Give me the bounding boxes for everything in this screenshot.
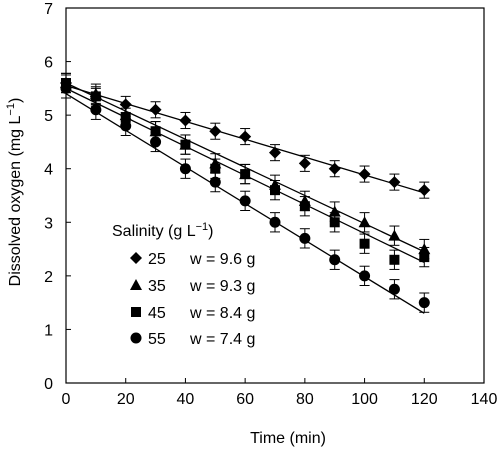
x-tick-label: 100	[351, 391, 378, 408]
data-point-55	[120, 120, 132, 132]
data-point-35	[358, 216, 371, 228]
data-point-55	[209, 176, 221, 188]
legend-title: Salinity (g L−1)	[112, 221, 213, 240]
x-tick-label: 20	[117, 391, 135, 408]
legend-title-sup: −1	[196, 221, 209, 233]
data-point-45	[210, 163, 221, 174]
x-tick-label: 40	[177, 391, 195, 408]
data-point-25	[119, 98, 132, 111]
legend-item-55: 55 w = 7.4 g	[130, 331, 255, 348]
y-tick-label: 1	[44, 322, 53, 339]
y-tick-label: 0	[44, 376, 53, 393]
data-point-55	[418, 297, 430, 309]
data-point-25	[298, 157, 311, 170]
legend-marker-circle	[130, 332, 142, 344]
legend-title-tail: )	[208, 223, 213, 240]
x-tick-label: 80	[296, 391, 314, 408]
data-point-45	[240, 169, 251, 180]
data-point-25	[358, 168, 371, 181]
y-tick-label: 2	[44, 269, 53, 286]
data-point-55	[299, 232, 311, 244]
data-point-55	[388, 283, 400, 295]
data-point-45	[359, 238, 370, 249]
data-point-55	[179, 163, 191, 175]
plot-area-border	[65, 7, 485, 384]
x-tick-label: 0	[62, 391, 71, 408]
legend-series-name: 25	[148, 251, 166, 268]
data-point-55	[60, 82, 72, 94]
y-tick-label: 6	[44, 55, 53, 72]
data-point-45	[270, 185, 280, 196]
data-point-25	[209, 125, 222, 138]
legend-marker-triangle	[130, 279, 142, 290]
x-axis-label: Time (min)	[250, 430, 326, 447]
y-tick-label: 5	[44, 108, 53, 125]
y-axis-label: Dissolved oxygen (mg L−1)	[5, 98, 24, 287]
y-tick-label: 3	[44, 215, 53, 232]
data-point-25	[269, 146, 281, 159]
legend-series-weight: w = 8.4 g	[189, 305, 255, 322]
data-point-25	[179, 114, 192, 127]
legend-title-main: Salinity (g L	[112, 223, 196, 240]
data-point-25	[388, 176, 401, 189]
y-tick-label: 7	[44, 1, 53, 18]
x-tick-label: 140	[471, 391, 498, 408]
data-point-55	[329, 254, 341, 266]
data-point-35	[418, 243, 431, 255]
legend-series-name: 35	[148, 278, 166, 295]
data-point-25	[328, 162, 341, 175]
data-point-55	[359, 270, 371, 282]
data-point-45	[180, 139, 191, 150]
legend-series-weight: w = 9.3 g	[189, 278, 255, 295]
error-bars	[61, 72, 430, 313]
legend-item-25: 25 w = 9.6 g	[130, 251, 255, 268]
data-point-55	[90, 104, 102, 116]
data-point-55	[150, 136, 162, 148]
y-axis-label-main: Dissolved oxygen (mg L	[7, 115, 24, 286]
data-point-45	[150, 126, 161, 137]
legend-marker-diamond	[130, 252, 142, 264]
data-point-55	[239, 195, 251, 207]
legend-series-weight: w = 9.6 g	[189, 251, 255, 268]
legend: 25 w = 9.6 g 35 w = 9.3 g 45 w = 8.4 g 55 w = 7…	[130, 251, 255, 348]
data-point-35	[328, 205, 341, 217]
data-point-45	[90, 91, 101, 102]
data-point-35	[388, 229, 401, 241]
x-tick-label: 120	[411, 391, 438, 408]
legend-series-name: 55	[148, 331, 166, 348]
x-axis-ticks: 0 20 40 60 80 100 120 140	[62, 378, 498, 408]
legend-item-45: 45 w = 8.4 g	[131, 305, 255, 322]
y-tick-label: 4	[44, 162, 53, 179]
data-point-45	[329, 217, 340, 228]
legend-series-weight: w = 7.4 g	[189, 331, 255, 348]
data-point-45	[389, 254, 400, 265]
x-tick-label: 60	[236, 391, 254, 408]
y-axis-ticks: 0 1 2 3 4 5 6 7	[44, 1, 71, 393]
data-point-25	[418, 184, 431, 197]
data-point-55	[269, 216, 281, 228]
y-axis-label-tail: )	[7, 98, 24, 103]
data-point-25	[239, 130, 252, 143]
data-point-45	[419, 252, 430, 263]
legend-series-name: 45	[148, 305, 166, 322]
data-point-25	[149, 103, 162, 116]
legend-marker-square	[131, 307, 141, 317]
data-point-45	[299, 201, 310, 212]
markers	[60, 77, 431, 309]
legend-item-35: 35 w = 9.3 g	[130, 278, 255, 295]
data-point-45	[120, 112, 131, 123]
plot-frame	[65, 7, 485, 384]
y-axis-label-sup: −1	[5, 103, 17, 116]
